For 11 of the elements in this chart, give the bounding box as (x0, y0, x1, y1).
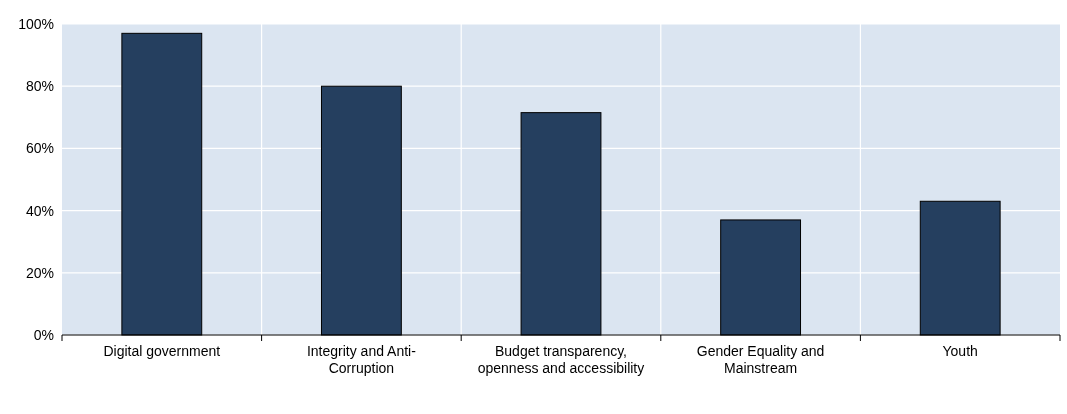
y-tick-label: 100% (18, 15, 54, 32)
x-tick-label: Integrity and Anti-Corruption (306, 343, 417, 376)
y-tick-label: 60% (25, 140, 54, 157)
x-tick-label: Youth (942, 343, 978, 359)
y-tick-label: 0% (33, 326, 54, 343)
x-tick-label: Gender Equality and Mainstream (696, 343, 825, 376)
y-tick-label: 40% (25, 202, 54, 219)
x-tick-label: Budget transparency, openness and accessibility (477, 343, 645, 376)
y-tick-label: 20% (25, 264, 54, 281)
y-tick-label: 80% (25, 78, 54, 95)
x-tick-label: Digital government (103, 343, 221, 359)
